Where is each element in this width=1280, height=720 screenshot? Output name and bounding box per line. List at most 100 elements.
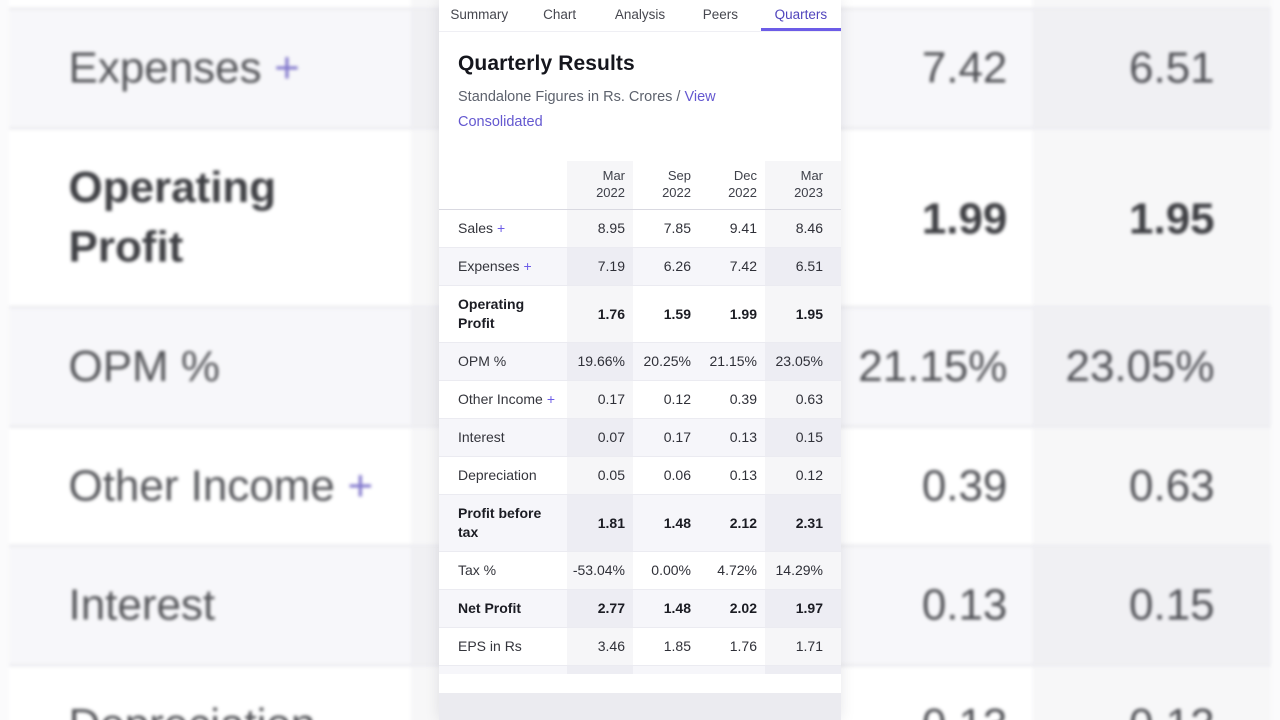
column-header-mar-2022: Mar 2022 [567, 161, 633, 210]
value-cell: 9.41 [699, 209, 765, 248]
table-row-interest: Interest 0.07 0.17 0.13 0.15 [439, 418, 841, 457]
value-cell: 0.63 [765, 380, 841, 419]
page-title: Quarterly Results [458, 52, 635, 75]
value-cell: 19.66% [567, 342, 633, 381]
row-label: Depreciation [458, 467, 537, 483]
column-header-dec-2022: Dec 2022 [699, 161, 765, 210]
tab-analysis[interactable]: Analysis [614, 7, 666, 22]
value-cell: 0.00% [633, 551, 699, 590]
value-cell: 7.85 [633, 209, 699, 248]
row-label: Other Income [458, 391, 543, 407]
value-cell: 1.95 [765, 285, 841, 343]
row-label-cell: OPM % [439, 342, 567, 381]
table-row-sales: Sales +8.95 7.85 9.41 8.46 [439, 209, 841, 248]
value-cell: 6.51 [765, 247, 841, 286]
value-cell: 0.06 [633, 456, 699, 495]
value-cell: 0.07 [567, 418, 633, 457]
value-cell: 3.46 [567, 627, 633, 666]
table-row-depreciation: Depreciation 0.05 0.06 0.13 0.12 [439, 456, 841, 495]
row-label: Tax % [458, 562, 497, 578]
value-cell: 8.46 [765, 209, 841, 248]
table-row-expenses: Expenses +7.19 6.26 7.42 6.51 [439, 247, 841, 286]
value-cell: 0.05 [567, 456, 633, 495]
tab-quarters[interactable]: Quarters [760, 0, 841, 31]
figures-note-text: Standalone Figures in Rs. Crores / [458, 89, 681, 105]
row-label-cell: Other Income + [439, 380, 567, 419]
value-cell: 2.77 [567, 589, 633, 628]
tab-summary[interactable]: Summary [450, 7, 509, 22]
section-header: Quarterly Results Standalone Figures in … [439, 32, 841, 135]
value-cell: 4.72% [699, 551, 765, 590]
value-cell: 2.31 [765, 494, 841, 552]
quarterly-results-table: Mar 2022 Sep 2022 Dec 2022 Mar 2023 Sales +8… [439, 161, 841, 704]
value-cell: 7.19 [567, 247, 633, 286]
row-label: Net Profit [458, 600, 521, 616]
table-row-operating-profit: Operating Profit 1.76 1.59 1.99 1.95 [439, 285, 841, 343]
table-row-net-profit: Net Profit 2.77 1.48 2.02 1.97 [439, 589, 841, 628]
value-cell: 2.12 [699, 494, 765, 552]
value-cell: 21.15% [699, 342, 765, 381]
value-cell: 0.17 [633, 418, 699, 457]
value-cell: 0.15 [765, 418, 841, 457]
table-row-opm: OPM % 19.66% 20.25% 21.15% 23.05% [439, 342, 841, 381]
table-row-other-income: Other Income +0.17 0.12 0.39 0.63 [439, 380, 841, 419]
value-cell: 1.48 [633, 494, 699, 552]
value-cell: 2.02 [699, 589, 765, 628]
value-cell: 1.48 [633, 589, 699, 628]
column-header-mar-2023: Mar 2023 [765, 161, 841, 210]
value-cell: 0.13 [699, 418, 765, 457]
row-label-cell: Expenses + [439, 247, 567, 286]
table-row-eps-in-rs: EPS in Rs 3.46 1.85 1.76 1.71 [439, 627, 841, 666]
row-label-cell: Profit before tax [439, 494, 567, 552]
row-label: Profit before tax [458, 505, 542, 540]
header-row: Mar 2022 Sep 2022 Dec 2022 Mar 2023 [439, 161, 841, 210]
row-label: Interest [458, 429, 505, 445]
row-label: EPS in Rs [458, 638, 522, 654]
expand-sales-button[interactable]: + [497, 220, 506, 236]
corner-header-cell [439, 161, 567, 210]
column-header-sep-2022: Sep 2022 [633, 161, 699, 210]
tab-peers[interactable]: Peers [702, 7, 739, 22]
value-cell: 0.39 [699, 380, 765, 419]
row-label-cell: Tax % [439, 551, 567, 590]
value-cell: 0.13 [699, 456, 765, 495]
row-label-cell: Sales + [439, 209, 567, 248]
section-gap [439, 674, 841, 693]
expand-other-income-button[interactable]: + [546, 391, 556, 407]
value-cell: 1.81 [567, 494, 633, 552]
figures-note: Standalone Figures in Rs. Crores / View … [458, 85, 758, 135]
value-cell: 1.76 [567, 285, 633, 343]
value-cell: 1.76 [699, 627, 765, 666]
table-header: Mar 2022 Sep 2022 Dec 2022 Mar 2023 [439, 161, 841, 210]
row-label-cell: Net Profit [439, 589, 567, 628]
row-label-cell: Depreciation [439, 456, 567, 495]
value-cell: 23.05% [765, 342, 841, 381]
tab-chart[interactable]: Chart [543, 7, 577, 22]
table-row-profit-before-tax: Profit before tax 1.81 1.48 2.12 2.31 [439, 494, 841, 552]
value-cell: 20.25% [633, 342, 699, 381]
value-cell: -53.04% [567, 551, 633, 590]
value-cell: 0.17 [567, 380, 633, 419]
value-cell: 8.95 [567, 209, 633, 248]
value-cell: 7.42 [699, 247, 765, 286]
row-label-cell: Interest [439, 418, 567, 457]
value-cell: 0.12 [633, 380, 699, 419]
value-cell: 1.97 [765, 589, 841, 628]
value-cell: 6.26 [633, 247, 699, 286]
next-section-divider [439, 693, 841, 720]
section-tabs: Summary Chart Analysis Peers Quarters [439, 0, 841, 32]
row-label: Operating Profit [458, 296, 525, 331]
row-label-cell: Operating Profit [439, 285, 567, 343]
table-row-tax: Tax % -53.04% 0.00% 4.72% 14.29% [439, 551, 841, 590]
stock-detail-panel: Summary Chart Analysis Peers Quarters Quarte… [439, 0, 841, 720]
row-label: Sales [458, 220, 494, 236]
value-cell: 14.29% [765, 551, 841, 590]
row-label: OPM % [458, 353, 507, 369]
row-label: Expenses [458, 258, 520, 274]
row-label-cell: EPS in Rs [439, 627, 567, 666]
value-cell: 0.12 [765, 456, 841, 495]
value-cell: 1.71 [765, 627, 841, 666]
expand-expenses-button[interactable]: + [523, 258, 532, 274]
table-body: Sales +8.95 7.85 9.41 8.46 Expenses +7.19 6.26 7… [439, 209, 841, 704]
